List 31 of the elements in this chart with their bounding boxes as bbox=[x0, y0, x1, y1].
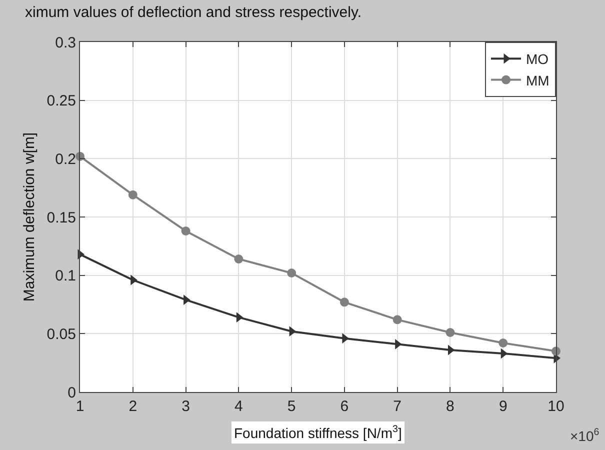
point bbox=[181, 226, 190, 236]
x-tick-label: 7 bbox=[393, 398, 402, 415]
point bbox=[340, 298, 349, 307]
x-tick-label: 2 bbox=[128, 398, 138, 415]
text: ximum values of deflection and stress respectively. bbox=[25, 4, 362, 21]
y-tick-label: 0.1 bbox=[55, 268, 76, 285]
x-tick-label: 6 bbox=[340, 398, 349, 415]
y-tick-label: 0 bbox=[68, 384, 76, 402]
legend-label: MO bbox=[526, 51, 549, 68]
x-tick-label: 8 bbox=[446, 398, 454, 415]
y-axis-title: Maximum deflection w[m] bbox=[21, 132, 38, 302]
y-tick-label: 0.05 bbox=[46, 326, 76, 343]
y-tick-label: 0.2 bbox=[55, 150, 76, 168]
y-tick-label: 0.15 bbox=[46, 209, 76, 226]
y-tick-label: 0.3 bbox=[55, 34, 76, 52]
text: ×10$^{6}$ bbox=[570, 427, 600, 444]
point bbox=[287, 268, 296, 278]
x-tick-label: 4 bbox=[234, 398, 243, 415]
x-axis-title: Foundation stiffness [N/m$^{3}$] bbox=[234, 424, 402, 441]
y-tick-label: 0.25 bbox=[46, 92, 76, 110]
point bbox=[446, 328, 455, 337]
point bbox=[234, 254, 244, 264]
x-tick-label: 1 bbox=[76, 398, 84, 415]
point bbox=[392, 315, 402, 324]
x-tick-label: 10 bbox=[548, 398, 564, 415]
point bbox=[498, 338, 508, 348]
x-tick-label: 9 bbox=[498, 398, 508, 415]
x-tick-label: 5 bbox=[287, 398, 296, 415]
legend-label: MM bbox=[526, 72, 550, 88]
x-tick-label: 3 bbox=[182, 398, 190, 415]
point bbox=[128, 190, 138, 200]
